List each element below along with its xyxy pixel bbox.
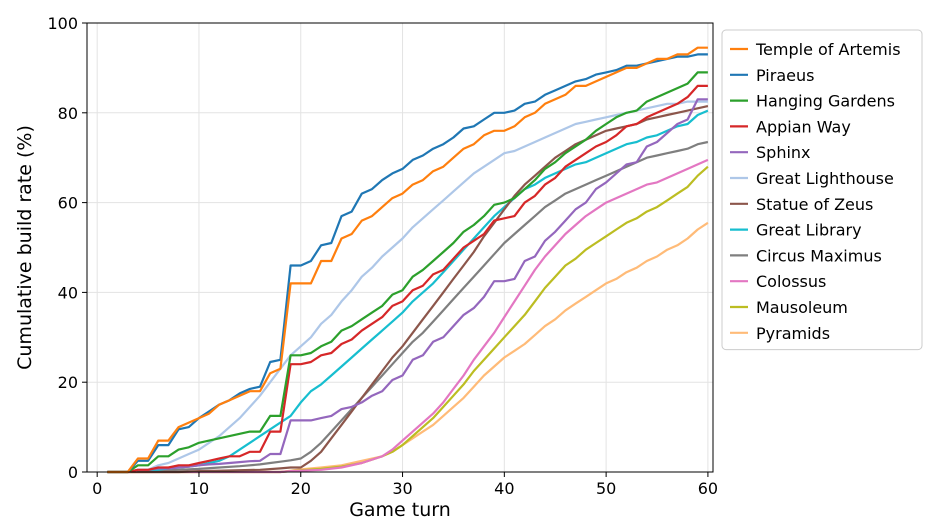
x-tick-label: 60	[698, 479, 718, 498]
y-tick-label: 100	[47, 14, 78, 33]
legend-label: Statue of Zeus	[756, 195, 873, 214]
series-line-sphinx	[107, 98, 708, 474]
series-line-pyramids	[107, 221, 709, 474]
series-line-statue-of-zeus	[107, 105, 709, 474]
legend-box	[721, 29, 923, 351]
legend-label: Appian Way	[756, 117, 851, 136]
x-tick-label: 40	[494, 479, 514, 498]
series-line-appian-way	[107, 84, 708, 474]
x-tick-label: 50	[596, 479, 616, 498]
plot-area-frame	[86, 22, 714, 473]
grid	[87, 22, 713, 473]
x-axis-label: Game turn	[349, 499, 451, 521]
legend-label: Piraeus	[756, 66, 814, 85]
legend-label: Sphinx	[756, 143, 811, 162]
legend-label: Temple of Artemis	[755, 40, 901, 59]
y-tick-label: 80	[58, 104, 78, 123]
legend-label: Colossus	[756, 272, 826, 291]
legend-label: Great Library	[756, 221, 862, 240]
series-line-temple-of-artemis	[107, 46, 708, 474]
x-tick-label: 10	[189, 479, 209, 498]
legend-label: Great Lighthouse	[756, 169, 894, 188]
series-line-great-lighthouse	[107, 100, 708, 474]
x-tick-label: 30	[392, 479, 412, 498]
y-axis-label: Cumulative build rate (%)	[14, 125, 36, 370]
y-tick-label: 0	[68, 463, 78, 482]
legend: Temple of Artemis Piraeus Hanging Gardens A…	[721, 29, 923, 351]
legend-label: Mausoleum	[756, 298, 848, 317]
legend-label: Circus Maximus	[756, 246, 882, 265]
x-tick-label: 20	[291, 479, 311, 498]
series-line-hanging-gardens	[107, 71, 708, 474]
legend-label: Hanging Gardens	[756, 92, 895, 111]
series-line-colossus	[107, 158, 709, 474]
series-line-great-library	[107, 109, 709, 474]
y-tick-label: 20	[58, 373, 78, 392]
y-tick-label: 40	[58, 283, 78, 302]
y-tick-label: 60	[58, 194, 78, 213]
series-line-mausoleum	[107, 165, 709, 474]
series-lines	[107, 46, 709, 474]
axis-ticks: 0 10 20 30 40 50 60 0 20 40 60 80 100	[47, 14, 718, 498]
x-tick-label: 0	[92, 479, 102, 498]
legend-label: Pyramids	[756, 324, 830, 343]
